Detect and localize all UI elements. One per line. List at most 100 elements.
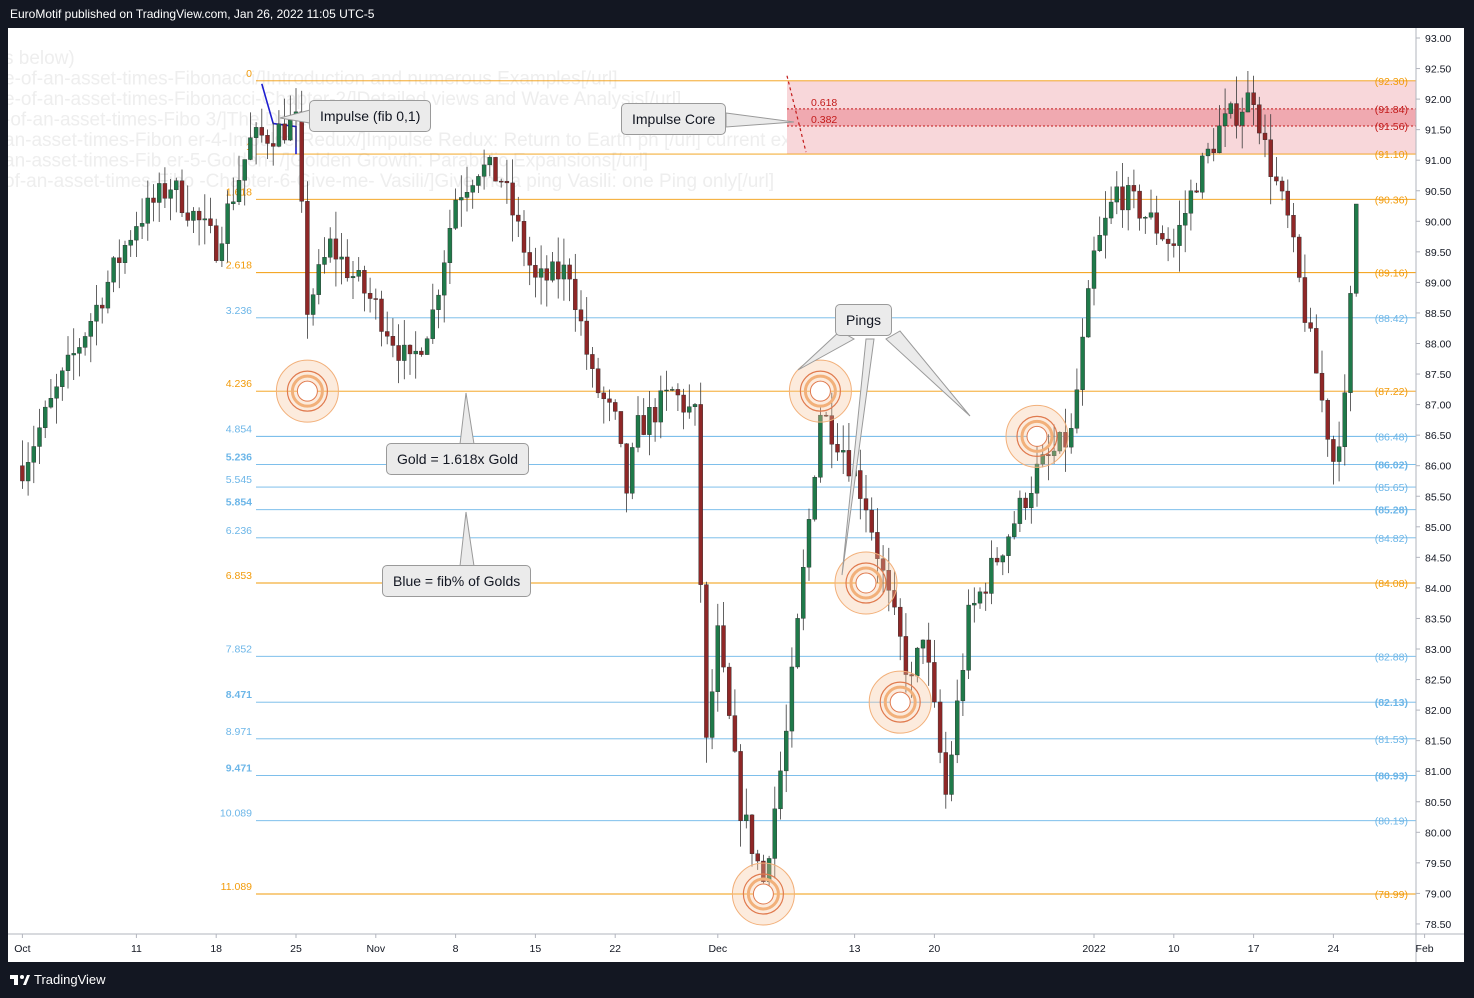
candle-body [1200, 155, 1205, 193]
candle-body [94, 304, 99, 322]
candle-body [1239, 111, 1245, 126]
candle-body [134, 226, 139, 241]
candle-body [846, 450, 852, 477]
candle-body [396, 345, 401, 361]
candle-body [1046, 454, 1051, 457]
candle-body [191, 210, 196, 221]
candle-body [818, 414, 823, 478]
fib-level-price: (82.88) [1375, 651, 1408, 663]
candle-body [601, 392, 606, 400]
candle-body [1308, 322, 1313, 329]
candle-body [664, 389, 669, 392]
candle-body [829, 415, 834, 445]
candle-body [470, 185, 475, 193]
top-bar: EuroMotif published on TradingView.com, … [0, 0, 1474, 28]
y-tick-label: 88.50 [1425, 308, 1451, 320]
candle-body [795, 618, 800, 668]
callout-pointers [279, 109, 971, 576]
candle-body [499, 180, 504, 183]
candle-body [31, 446, 36, 463]
fib-level-price: (80.19) [1375, 816, 1408, 828]
ping-center [889, 691, 911, 713]
x-tick-label: 11 [131, 943, 142, 955]
candle-body [1251, 92, 1256, 105]
candle-body [464, 192, 470, 198]
candle-body [607, 398, 612, 403]
x-tick-label: 13 [849, 943, 861, 955]
y-tick-label: 82.00 [1425, 705, 1451, 717]
candle-body [493, 157, 498, 182]
candle-body [1296, 236, 1302, 278]
candle-body [1262, 132, 1268, 140]
ping-ring [742, 873, 785, 915]
candle-body [755, 853, 760, 862]
candle-body [88, 321, 94, 337]
candle-body [1279, 180, 1285, 192]
x-tick-label: 24 [1328, 943, 1340, 955]
chart-area[interactable]: s below) e-of-an-asset-times-Fibonacci/]I… [8, 28, 1464, 962]
candle-body [1257, 104, 1262, 134]
candle-body [1222, 113, 1228, 127]
fib-level-price: (82.13) [1375, 697, 1408, 709]
candle-body [356, 270, 361, 277]
candle-body [698, 404, 703, 585]
candle-body [1160, 233, 1165, 240]
candle-body [1234, 103, 1239, 126]
candle-body [761, 860, 766, 882]
candle-body [909, 674, 914, 677]
candle-body [225, 203, 230, 244]
candle-body [533, 265, 538, 278]
candle-body [898, 606, 903, 637]
candle-body [1211, 148, 1216, 154]
core-zone-ratio: 0.382 [811, 114, 837, 126]
candle-body [1012, 523, 1017, 537]
fib-level-ratio: 11.089 [221, 881, 252, 893]
fib-level-price: (90.36) [1375, 194, 1408, 206]
fib-level-ratio: 7.852 [226, 643, 252, 655]
candle-body [350, 276, 356, 279]
candle-body [128, 239, 133, 246]
candle-body [841, 450, 846, 453]
candle-body [1154, 212, 1159, 234]
ping-ring [879, 681, 921, 723]
candle-body [1057, 432, 1063, 452]
candle-body [367, 292, 373, 299]
candle-body [949, 754, 954, 795]
candle-body [1086, 288, 1091, 338]
candle-body [647, 407, 652, 435]
ping-ring [286, 370, 328, 412]
candle-body [82, 336, 88, 348]
impulse-core-zone: 0.618 (91.84) 0.382 (91.56) [786, 75, 1416, 155]
candle-body [732, 715, 738, 752]
y-tick-label: 87.50 [1425, 369, 1451, 381]
y-tick-label: 81.50 [1425, 736, 1451, 748]
candle-body [561, 264, 567, 280]
candle-body [613, 402, 618, 412]
candle-body [618, 411, 624, 444]
candle-body [1245, 92, 1251, 113]
candle-body [556, 261, 561, 280]
candle-body [972, 602, 977, 606]
candle-body [424, 338, 430, 355]
tradingview-logo[interactable]: TradingView [10, 972, 106, 987]
fib-level-price: (80.93) [1375, 770, 1408, 782]
candle-body [550, 261, 555, 281]
candle-body [105, 281, 111, 309]
candle-body [675, 389, 681, 396]
candle-body [48, 398, 54, 408]
candle-body [1148, 212, 1154, 218]
candle-body [259, 127, 265, 136]
chart-svg[interactable]: s below)e-of-an-asset-times-Fibonacci/]I… [8, 28, 1464, 962]
core-zone-price: (91.84) [1375, 104, 1408, 116]
candle-body [823, 414, 829, 417]
fib-level-ratio: 8.971 [226, 726, 252, 738]
y-tick-label: 86.00 [1425, 461, 1451, 473]
candle-body [567, 264, 572, 280]
core-zone-ratio: 0.618 [811, 97, 837, 109]
candle-body [1006, 536, 1011, 556]
candle-body [641, 415, 646, 435]
y-tick-label: 80.00 [1425, 827, 1451, 839]
y-tick-label: 81.00 [1425, 766, 1451, 778]
candle-body [208, 218, 213, 226]
watermark: s below)e-of-an-asset-times-Fibonacci/]I… [8, 48, 842, 192]
